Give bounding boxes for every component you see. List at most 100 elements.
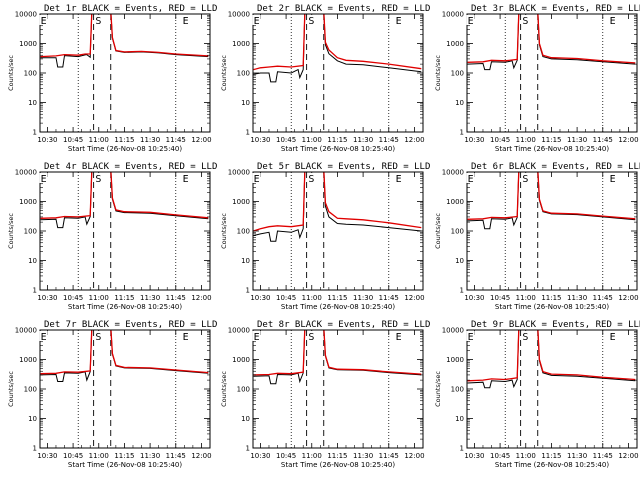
marker-bg [181, 173, 190, 183]
y-tick-label: 1000 [232, 40, 250, 48]
marker-bg [521, 331, 530, 341]
panel-title: Det 1r BLACK = Events, RED = LLD [44, 4, 217, 14]
segment-marker-e: E [254, 332, 260, 343]
y-tick-label: 1 [246, 129, 250, 137]
x-axis-label: Start Time (26-Nov-08 10:25:40) [68, 461, 182, 469]
marker-bg [39, 331, 48, 341]
x-tick-label: 12:00 [191, 136, 211, 144]
y-tick-label: 1000 [19, 198, 37, 206]
y-tick-label: 1000 [232, 356, 250, 364]
x-axis-label: Start Time (26-Nov-08 10:25:40) [495, 145, 609, 153]
panel-title: Det 8r BLACK = Events, RED = LLD [257, 320, 430, 330]
plot-frame [466, 329, 638, 449]
x-tick-label: 11:15 [541, 136, 561, 144]
segment-marker-s: S [308, 332, 314, 343]
x-tick-label: 11:00 [516, 294, 536, 302]
x-tick-label: 10:45 [490, 294, 510, 302]
y-axis-label: Counts/sec [220, 55, 228, 91]
x-tick-label: 12:00 [404, 136, 424, 144]
segment-marker-e: E [468, 16, 474, 27]
y-axis-label: Counts/sec [434, 371, 442, 407]
y-tick-label: 1000 [19, 356, 37, 364]
x-tick-label: 11:30 [567, 294, 587, 302]
x-axis-label: Start Time (26-Nov-08 10:25:40) [495, 461, 609, 469]
y-tick-label: 100 [237, 70, 250, 78]
y-tick-label: 10 [455, 415, 464, 423]
x-tick-label: 11:45 [593, 136, 613, 144]
segment-marker-e: E [183, 174, 189, 185]
x-tick-label: 11:15 [327, 136, 347, 144]
segment-marker-s: S [95, 16, 101, 27]
y-tick-label: 1 [33, 287, 37, 295]
x-tick-label: 11:45 [166, 136, 186, 144]
x-tick-label: 10:45 [490, 452, 510, 460]
panel-title: Det 6r BLACK = Events, RED = LLD [471, 162, 640, 172]
marker-bg [394, 15, 403, 25]
y-tick-label: 1000 [446, 198, 464, 206]
y-tick-label: 1 [460, 445, 464, 453]
y-tick-label: 10000 [442, 11, 464, 19]
x-tick-label: 11:00 [89, 136, 109, 144]
x-tick-label: 11:15 [114, 136, 134, 144]
y-tick-label: 100 [237, 228, 250, 236]
marker-bg [608, 173, 617, 183]
y-tick-label: 100 [451, 386, 464, 394]
y-tick-label: 10 [241, 99, 250, 107]
x-tick-label: 10:30 [464, 136, 484, 144]
x-tick-label: 10:30 [37, 136, 57, 144]
segment-marker-s: S [308, 16, 314, 27]
segment-marker-s: S [522, 16, 528, 27]
y-tick-label: 10000 [228, 327, 250, 335]
x-tick-label: 11:15 [114, 452, 134, 460]
marker-bg [181, 331, 190, 341]
series-line-lld [253, 14, 422, 71]
x-tick-label: 10:30 [464, 294, 484, 302]
segment-marker-s: S [95, 332, 101, 343]
segment-marker-e: E [254, 16, 260, 27]
y-tick-label: 10 [241, 415, 250, 423]
marker-bg [521, 173, 530, 183]
y-tick-label: 1 [33, 129, 37, 137]
x-tick-label: 11:00 [89, 294, 109, 302]
segment-marker-e: E [183, 332, 189, 343]
marker-bg [307, 15, 316, 25]
panel-title: Det 9r BLACK = Events, RED = LLD [471, 320, 640, 330]
marker-bg [307, 331, 316, 341]
x-tick-label: 11:00 [516, 452, 536, 460]
panel-title: Det 3r BLACK = Events, RED = LLD [471, 4, 640, 14]
segment-marker-e: E [41, 332, 47, 343]
x-tick-label: 11:45 [166, 294, 186, 302]
y-axis-label: Counts/sec [7, 55, 15, 91]
x-tick-label: 10:45 [490, 136, 510, 144]
x-tick-label: 11:30 [353, 452, 373, 460]
x-tick-label: 11:30 [353, 294, 373, 302]
series-line-lld [253, 330, 422, 376]
x-axis-label: Start Time (26-Nov-08 10:25:40) [495, 303, 609, 311]
panel-det-3r: Det 3r BLACK = Events, RED = LLD 1 10 100 10… [434, 4, 640, 153]
y-tick-label: 100 [237, 386, 250, 394]
y-tick-label: 100 [24, 70, 37, 78]
y-tick-label: 1 [33, 445, 37, 453]
y-tick-label: 1 [246, 287, 250, 295]
x-tick-label: 12:00 [191, 294, 211, 302]
x-tick-label: 10:30 [464, 452, 484, 460]
marker-bg [521, 15, 530, 25]
series-line-lld [40, 330, 209, 375]
x-tick-label: 11:45 [593, 294, 613, 302]
x-tick-label: 11:30 [353, 136, 373, 144]
panel-det-9r: Det 9r BLACK = Events, RED = LLD 1 10 100 10… [434, 320, 640, 469]
x-tick-label: 11:45 [379, 452, 399, 460]
y-tick-label: 100 [24, 386, 37, 394]
x-tick-label: 10:45 [276, 136, 296, 144]
x-tick-label: 10:45 [276, 294, 296, 302]
marker-bg [252, 331, 261, 341]
x-axis-label: Start Time (26-Nov-08 10:25:40) [281, 145, 395, 153]
series-line-lld [40, 14, 209, 58]
marker-bg [94, 15, 103, 25]
marker-bg [466, 331, 475, 341]
y-tick-label: 100 [24, 228, 37, 236]
x-tick-label: 11:15 [541, 294, 561, 302]
panel-det-1r: Det 1r BLACK = Events, RED = LLD 1 10 100 10… [7, 4, 217, 153]
marker-bg [39, 173, 48, 183]
